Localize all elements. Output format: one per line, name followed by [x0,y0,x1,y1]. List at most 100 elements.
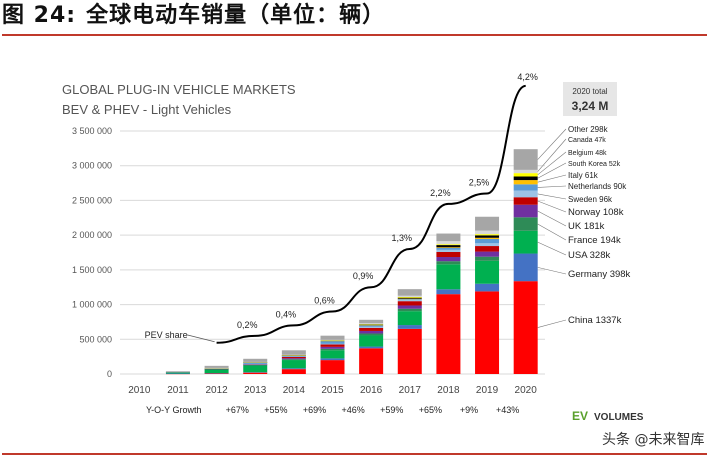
legend-label-sweden: Sweden 96k [568,195,613,204]
bar-segment-south-korea-2019 [475,235,500,238]
yoy-label: Y-O-Y Growth [146,405,202,415]
bar-segment-other-2011 [165,371,190,372]
bar-segment-uk-2013 [243,364,268,366]
legend-leader-line [537,223,567,241]
bar-segment-france-2018 [436,261,461,265]
legend-label-norway: Norway 108k [568,207,624,218]
bar-segment-china-2013 [243,372,268,374]
bar-segment-germany-2018 [436,289,461,295]
figure-number: 图 24: [2,3,77,28]
bar-segment-uk-2014 [281,358,306,360]
bar-segment-france-2020 [513,217,538,231]
y-tick-label: 1 000 000 [72,300,112,310]
bar-segment-sweden-2019 [475,243,500,247]
bar-segment-canada-2019 [475,230,500,235]
legend-leader-line [537,138,567,172]
legend-label-italy: Italy 61k [568,171,599,180]
legend-label-uk: UK 181k [568,221,605,232]
bar-segment-italy-2019 [475,237,500,239]
bar-segment-sweden-2015 [320,343,345,345]
legend-label-belgium: Belgium 48k [568,150,607,157]
bar-segment-other-2019 [475,216,500,231]
pev-share-point-label: 0,6% [314,296,335,306]
bar-segment-uk-2020 [513,204,538,218]
bar-segment-south-korea-2017 [397,297,422,299]
x-tick-label: 2012 [205,385,228,396]
bar-segment-uk-2019 [475,251,500,257]
bar-segment-canada-2013 [243,361,268,363]
y-tick-label: 3 500 000 [72,126,112,136]
bar-segment-china-2018 [436,294,461,374]
pev-share-leader [186,334,215,343]
bar-segment-france-2013 [243,364,268,366]
bar-segment-usa-2015 [320,350,345,359]
bar-segment-italy-2017 [397,298,422,300]
bar-segment-italy-2020 [513,180,538,185]
bar-segment-usa-2017 [397,311,422,326]
bar-segment-germany-2015 [320,358,345,361]
yoy-value: +69% [303,405,326,415]
chart-title: GLOBAL PLUG-IN VEHICLE MARKETS [62,82,296,97]
x-tick-label: 2010 [128,385,151,396]
x-tick-labels: 2010 2011 2012 2013 2014 2015 2016 2017 2018 2019… [128,385,537,396]
y-tick-labels: 0 500 000 1 000 000 1 500 000 2 000 000 2 500… [72,126,112,379]
legend-leader-line [537,200,567,213]
x-tick-label: 2016 [360,385,383,396]
bar-segment-germany-2013 [243,372,268,373]
bar-segment-germany-2020 [513,253,538,282]
bar-segment-canada-2018 [436,241,461,245]
figure-title-text: 全球电动车销量（单位：辆） [86,3,386,28]
bar-segment-italy-2018 [436,247,461,248]
bar-segment-netherlands-2019 [475,238,500,244]
bar-segment-other-2012 [204,365,229,368]
bar-segment-other-2018 [436,233,461,242]
y-tick-label: 2 500 000 [72,195,112,205]
pev-share-point-label: 2,2% [430,188,451,198]
bar-segment-usa-2012 [204,369,229,374]
bar-segment-canada-2015 [320,339,345,341]
x-tick-label: 2018 [437,385,460,396]
x-tick-label: 2014 [283,385,306,396]
y-tick-label: 500 000 [79,334,112,344]
pev-share-point-label: 1,3% [392,233,413,243]
pev-share-point-label: 4,2% [517,72,538,82]
pev-share-line-group: PEV share 0,2% 0,4% 0,6% 0,9% 1,3% 2,2% 2,5% 4,2… [145,72,538,344]
bar-segment-norway-2016 [359,327,384,331]
bar-segment-france-2016 [359,333,384,336]
yoy-value: +55% [264,405,287,415]
bar-segment-france-2017 [397,308,422,312]
bar-segment-norway-2014 [281,356,306,359]
bar-segment-netherlands-2016 [359,325,384,327]
x-tick-label: 2013 [244,385,267,396]
bar-segment-usa-2018 [436,264,461,290]
bar-segment-norway-2015 [320,344,345,347]
bar-segment-sweden-2016 [359,326,384,328]
y-tick-label: 1 500 000 [72,265,112,275]
bar-segment-south-korea-2016 [359,324,384,326]
bar-segment-sweden-2012 [204,368,229,370]
bar-segment-sweden-2017 [397,299,422,302]
bar-segment-germany-2016 [359,346,384,349]
legend-label-netherlands: Netherlands 90k [568,182,627,191]
bar-segment-netherlands-2017 [397,299,422,300]
bar-segment-china-2019 [475,291,500,374]
bar-segment-canada-2020 [513,169,538,174]
legend-leader-line [537,174,567,183]
bar-segment-other-2014 [281,350,306,355]
yoy-value: +43% [496,405,519,415]
chart-subtitle: BEV & PHEV - Light Vehicles [62,102,232,117]
bar-segment-belgium-2017 [397,297,422,298]
legend-leader-line [537,162,567,179]
pev-share-line [216,84,527,344]
bar-segment-netherlands-2020 [513,184,538,191]
bar-segment-belgium-2015 [320,340,345,341]
legend-leader-line [537,185,567,188]
bar-segment-sweden-2013 [243,363,268,365]
bar-segment-belgium-2020 [513,173,538,177]
legend-leader-line [537,128,567,160]
bar-segment-uk-2017 [397,305,422,309]
bar-segment-sweden-2014 [281,356,306,358]
bar-segment-usa-2011 [165,372,190,374]
legend-labels: Other 298k Canada 47k Belgium 48k South Kor… [537,125,631,328]
